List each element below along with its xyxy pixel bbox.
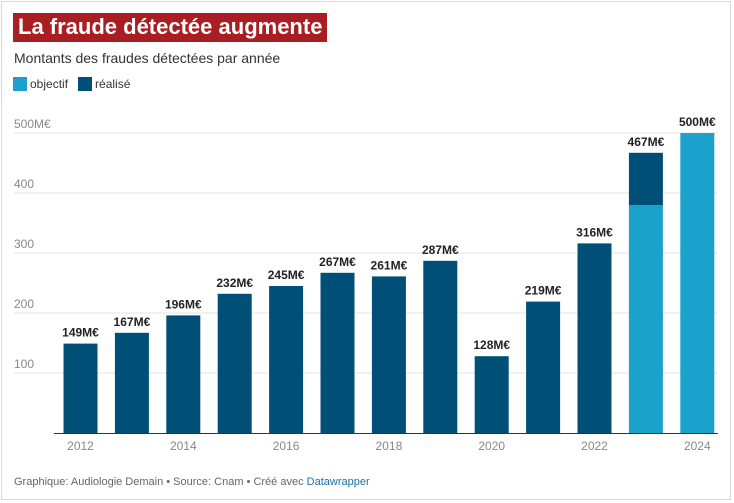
datawrapper-link[interactable]: Datawrapper xyxy=(306,476,370,488)
data-label: 219M€ xyxy=(525,284,562,298)
y-tick-label: 300 xyxy=(14,237,34,251)
x-tick-label: 2016 xyxy=(273,439,300,453)
data-label: 316M€ xyxy=(576,225,613,239)
data-label: 500M€ xyxy=(679,115,716,129)
data-label: 245M€ xyxy=(268,268,305,282)
legend-item-realise: réalisé xyxy=(78,77,130,91)
bar-realise xyxy=(628,152,663,205)
y-tick-label: 400 xyxy=(14,177,34,191)
legend-swatch-realise xyxy=(78,77,93,91)
bar-realise xyxy=(63,343,98,433)
bar-realise xyxy=(166,315,201,433)
bar-realise xyxy=(114,332,149,433)
y-tick-label: 100 xyxy=(14,357,34,371)
legend-item-objectif: objectif xyxy=(13,77,68,91)
legend-label: réalisé xyxy=(95,77,131,91)
bar-objectif xyxy=(680,133,715,433)
y-tick-label: 200 xyxy=(14,297,34,311)
bar-realise xyxy=(269,286,304,433)
data-label: 128M€ xyxy=(473,338,510,352)
data-label: 261M€ xyxy=(371,258,408,272)
x-tick-label: 2020 xyxy=(478,439,505,453)
bar-realise xyxy=(217,293,252,433)
legend-swatch-objectif xyxy=(13,77,27,91)
x-tick-label: 2022 xyxy=(581,439,608,453)
bar-realise xyxy=(320,272,355,433)
x-tick-label: 2014 xyxy=(170,439,197,453)
legend-label: objectif xyxy=(30,77,69,91)
bar-realise xyxy=(474,356,509,433)
bar-realise xyxy=(577,243,612,433)
data-label: 232M€ xyxy=(216,276,253,290)
chart-subtitle: Montants des fraudes détectées par année xyxy=(14,50,281,66)
y-tick-label: 500M€ xyxy=(14,117,51,131)
bar-realise xyxy=(371,276,406,433)
data-label: 196M€ xyxy=(165,297,202,311)
legend: objectif réalisé xyxy=(13,77,130,91)
data-label: 287M€ xyxy=(422,243,459,257)
x-tick-label: 2018 xyxy=(376,439,403,453)
data-label: 467M€ xyxy=(628,135,665,149)
data-label: 167M€ xyxy=(114,315,151,329)
bar-objectif xyxy=(628,205,663,433)
chart-title: La fraude détectée augmente xyxy=(13,13,328,42)
footer: Graphique: Audiologie Demain • Source: C… xyxy=(14,476,370,488)
bar-realise xyxy=(526,301,561,433)
footer-credits: Graphique: Audiologie Demain • Source: C… xyxy=(14,476,307,488)
x-tick-label: 2012 xyxy=(67,439,94,453)
x-tick-label: 2024 xyxy=(684,439,711,453)
data-label: 267M€ xyxy=(319,255,356,269)
data-label: 149M€ xyxy=(62,326,99,340)
bar-realise xyxy=(423,260,458,433)
